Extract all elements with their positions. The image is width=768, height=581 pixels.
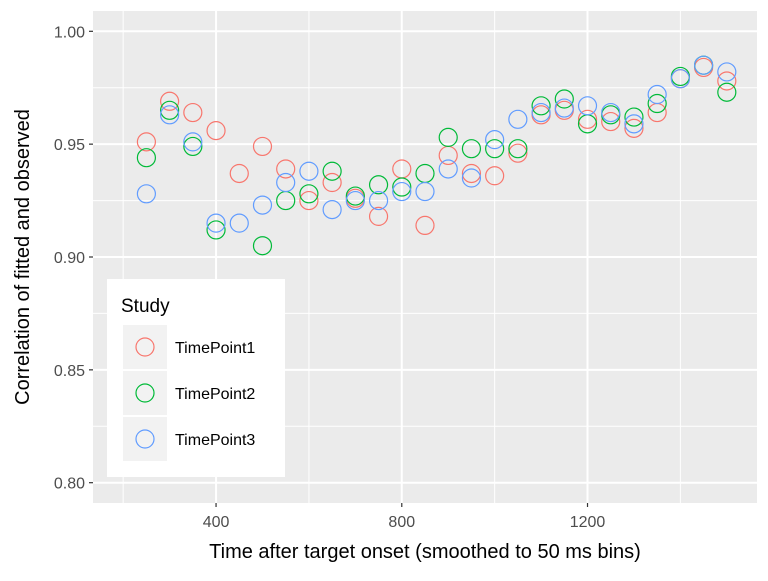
data-point-timepoint1 <box>299 190 319 211</box>
data-point-timepoint2 <box>624 107 644 127</box>
data-point-timepoint3 <box>322 200 342 220</box>
data-point-timepoint1 <box>461 163 482 184</box>
data-point-timepoint3 <box>647 84 667 105</box>
legend-symbol <box>135 337 155 357</box>
data-point-timepoint2 <box>299 184 319 204</box>
data-point-timepoint2 <box>461 139 482 159</box>
y-tick-label: 0.95 <box>54 137 85 154</box>
data-point-timepoint2 <box>368 175 389 195</box>
data-point-timepoint3 <box>461 168 482 188</box>
x-axis-label: Time after target onset (smoothed to 50 … <box>209 541 641 563</box>
data-point-timepoint1 <box>136 132 156 152</box>
data-point-timepoint2 <box>136 148 156 168</box>
legend-symbol <box>135 429 155 449</box>
data-point-timepoint2 <box>252 236 273 256</box>
legend-key <box>123 417 167 461</box>
data-point-timepoint1 <box>183 102 203 123</box>
data-point-timepoint3 <box>206 213 226 233</box>
data-point-timepoint1 <box>322 172 342 193</box>
legend-items: TimePoint1 TimePoint2 TimePoint3 <box>123 325 255 461</box>
y-tick-label: 1.00 <box>54 24 85 41</box>
x-tick-label: 400 <box>203 514 230 531</box>
legend-symbol <box>135 383 155 403</box>
legend-item-timepoint2: TimePoint2 <box>123 371 255 415</box>
data-point-timepoint3 <box>183 132 203 152</box>
data-point-timepoint3 <box>229 213 249 233</box>
data-point-timepoint2 <box>508 139 528 159</box>
data-point-timepoint1 <box>415 215 435 236</box>
x-axis: 400 800 1200 <box>203 503 606 531</box>
legend-title: Study <box>121 296 170 317</box>
y-axis: 0.80 0.85 0.90 0.95 1.00 <box>54 24 93 493</box>
data-point-timepoint2 <box>647 93 667 114</box>
data-point-timepoint1 <box>276 159 296 179</box>
legend-item-timepoint3: TimePoint3 <box>123 417 255 461</box>
data-point-timepoint3 <box>694 55 714 75</box>
data-point-timepoint3 <box>276 172 296 193</box>
data-point-timepoint2 <box>554 89 574 109</box>
legend-label: TimePoint2 <box>175 386 255 403</box>
data-point-timepoint3 <box>415 181 435 202</box>
data-point-timepoint1 <box>252 136 273 157</box>
data-point-timepoint1 <box>577 109 598 129</box>
data-point-timepoint3 <box>368 190 389 211</box>
data-point-timepoint1 <box>624 118 644 138</box>
data-point-timepoint2 <box>160 100 180 120</box>
data-point-timepoint3 <box>392 181 412 202</box>
data-point-timepoint1 <box>206 121 226 141</box>
data-point-timepoint3 <box>717 62 737 82</box>
data-point-timepoint1 <box>160 91 180 111</box>
data-point-timepoint3 <box>252 195 273 215</box>
legend: Study TimePoint1 TimePoint2 TimePoint3 <box>107 279 285 477</box>
y-tick-label: 0.90 <box>54 250 85 267</box>
data-point-timepoint3 <box>160 105 180 125</box>
data-point-timepoint2 <box>392 177 412 197</box>
data-point-timepoint3 <box>345 190 365 211</box>
data-point-timepoint2 <box>717 82 737 102</box>
data-point-timepoint2 <box>438 127 458 147</box>
data-point-timepoint3 <box>299 161 319 181</box>
legend-item-timepoint1: TimePoint1 <box>123 325 255 369</box>
legend-label: TimePoint3 <box>175 432 255 449</box>
y-tick-label: 0.85 <box>54 363 85 380</box>
data-point-timepoint2 <box>322 161 342 181</box>
major-grid <box>93 11 757 503</box>
data-point-timepoint1 <box>601 111 621 132</box>
data-point-timepoint2 <box>345 186 365 206</box>
data-point-timepoint1 <box>229 163 249 184</box>
data-point-timepoint3 <box>554 98 574 118</box>
data-point-timepoint2 <box>183 136 203 157</box>
legend-label: TimePoint1 <box>175 340 255 357</box>
legend-key <box>123 371 167 415</box>
x-tick-label: 800 <box>388 514 415 531</box>
data-point-timepoint2 <box>531 96 551 116</box>
data-point-timepoint3 <box>601 102 621 123</box>
data-point-timepoint3 <box>531 102 551 123</box>
data-point-timepoint1 <box>717 71 737 91</box>
data-point-timepoint3 <box>670 69 690 89</box>
y-tick-label: 0.80 <box>54 476 85 493</box>
data-point-timepoint1 <box>508 143 528 163</box>
legend-key <box>123 325 167 369</box>
data-point-timepoint3 <box>438 159 458 179</box>
data-point-timepoint2 <box>206 220 226 240</box>
data-point-timepoint3 <box>508 109 528 129</box>
data-point-timepoint1 <box>485 166 505 186</box>
x-tick-label: 1200 <box>570 514 606 531</box>
data-point-timepoint3 <box>136 184 156 204</box>
y-axis-label: Correlation of fitted and observed <box>12 109 34 405</box>
data-point-timepoint3 <box>485 130 505 150</box>
data-point-timepoint3 <box>624 114 644 134</box>
data-point-timepoint3 <box>577 96 598 116</box>
data-point-timepoint2 <box>485 139 505 159</box>
data-point-timepoint1 <box>368 206 389 226</box>
